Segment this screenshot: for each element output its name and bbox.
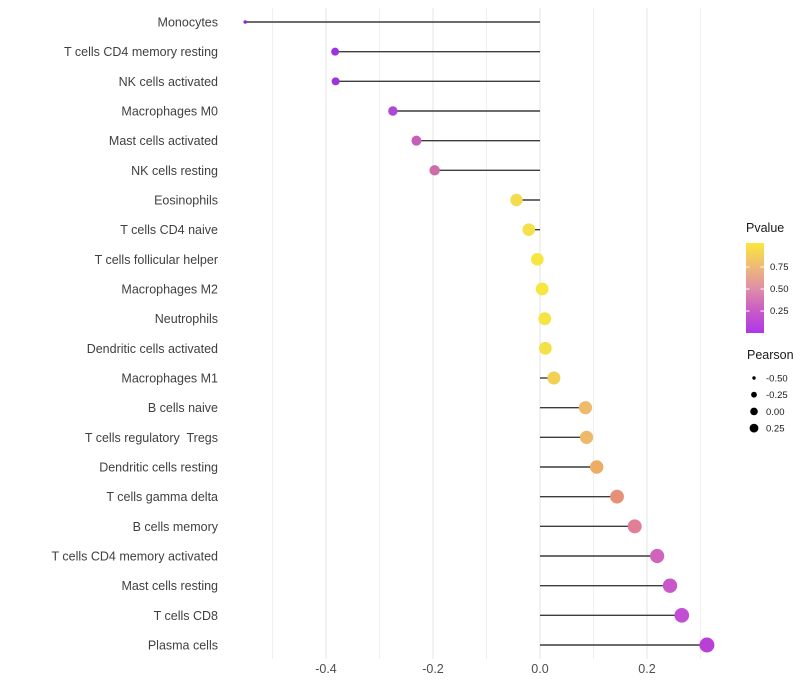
category-label: T cells CD8 [154,609,218,623]
category-label: Mast cells activated [109,134,218,148]
category-label: Macrophages M0 [121,105,218,119]
lollipop-dot [699,637,715,653]
lollipop-dot [579,430,594,444]
lollipop-dot [411,135,422,146]
lollipop-dot [650,548,665,564]
lollipop-dot [538,312,552,326]
category-label: T cells gamma delta [106,490,218,504]
pearson-size-key-label: 0.25 [766,424,785,435]
pearson-size-key-dot [752,376,756,380]
lollipop-dots [243,20,715,653]
category-label: Dendritic cells resting [99,461,218,475]
pearson-size-key-label: 0.00 [766,407,785,418]
x-axis-tick-labels: -0.4 -0.2 0.0 0.2 [315,662,656,676]
pvalue-tick-label: 0.25 [770,306,789,317]
lollipop-dot [331,47,340,56]
x-tick-label: -0.2 [422,662,444,676]
lollipop-dot [535,282,549,296]
pvalue-colorbar [746,243,764,333]
category-label: NK cells resting [131,164,218,178]
pvalue-tick-label: 0.75 [770,262,789,273]
lollipop-dot [662,578,678,593]
pearson-size-key-dot [751,391,757,398]
lollipop-dot [510,193,523,207]
category-label: T cells CD4 naive [120,223,218,237]
lollipop-dot [547,371,561,385]
pvalue-legend-title: Pvalue [746,221,784,235]
pearson-size-key-dot [750,407,758,416]
lollipop-dot [674,608,690,623]
lollipop-dot [522,223,536,236]
category-label: B cells memory [133,520,219,534]
category-label: T cells CD4 memory resting [64,45,218,59]
lollipop-dot [429,165,440,176]
pvalue-color-legend: Pvalue 0.75 0.50 0.25 [746,221,789,333]
category-label: Macrophages M1 [121,372,218,386]
category-label: B cells naive [148,401,218,415]
lollipop-dot [243,20,248,24]
pearson-legend-title: Pearson [747,348,794,362]
category-axis-labels: Monocytes T cells CD4 memory resting NK ce… [52,16,219,653]
lollipop-dot [627,519,642,534]
category-label: Macrophages M2 [121,283,218,297]
category-label: Monocytes [158,16,218,30]
pearson-size-key-label: -0.50 [766,373,788,384]
pearson-size-legend: Pearson -0.50 -0.25 0.00 0.25 [747,348,794,435]
pearson-size-key-label: -0.25 [766,390,788,401]
lollipop-dot [531,253,544,266]
lollipop-stems [245,21,707,646]
lollipop-dot [538,341,552,355]
category-label: T cells CD4 memory activated [52,550,219,564]
lollipop-dot [331,77,340,86]
category-label: NK cells activated [119,75,218,89]
lollipop-dot [590,460,604,474]
pvalue-tick-label: 0.50 [770,284,789,295]
category-label: Mast cells resting [121,579,218,593]
category-label: Neutrophils [155,312,218,326]
lollipop-dot [388,106,398,116]
pearson-size-key-dot [749,423,759,433]
lollipop-dot [610,489,624,504]
gridlines [272,8,701,659]
category-label: Eosinophils [154,194,218,208]
x-tick-label: 0.2 [638,662,655,676]
category-label: Dendritic cells activated [87,342,218,356]
x-tick-label: -0.4 [315,662,337,676]
lollipop-dot [578,401,593,415]
category-label: Plasma cells [148,639,218,653]
x-tick-label: 0.0 [531,662,548,676]
category-label: T cells regulatory Tregs [85,431,218,445]
category-label: T cells follicular helper [95,253,218,267]
